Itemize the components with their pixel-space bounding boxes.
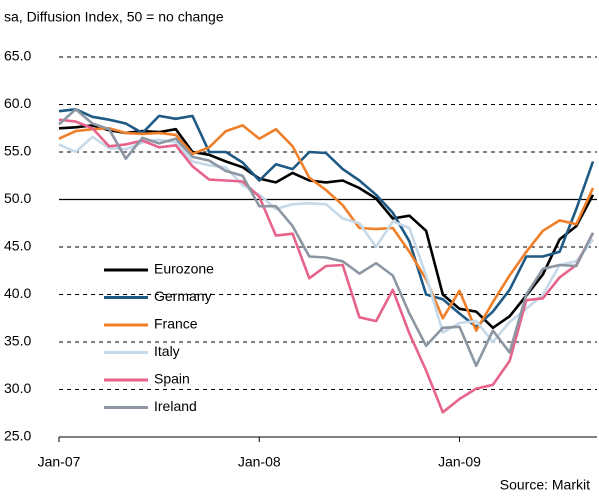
series-line: [58, 108, 595, 368]
y-tick-label: 60.0: [4, 95, 31, 111]
legend-label: Italy: [154, 343, 180, 359]
series-line: [58, 118, 595, 414]
y-tick-label: 35.0: [4, 333, 31, 349]
x-tick-label: Jan-09: [438, 454, 481, 470]
y-tick-label: 50.0: [4, 190, 31, 206]
y-tick-label: 65.0: [4, 48, 31, 64]
series-line: [58, 108, 595, 329]
series-line: [58, 124, 595, 330]
y-tick-label: 45.0: [4, 238, 31, 254]
series-line: [58, 124, 595, 332]
y-tick-label: 40.0: [4, 285, 31, 301]
legend-label: Germany: [154, 288, 212, 304]
y-tick-label: 30.0: [4, 380, 31, 396]
legend-label: Ireland: [154, 398, 197, 414]
legend-label: Spain: [154, 371, 190, 387]
y-tick-label: 55.0: [4, 143, 31, 159]
legend-label: France: [154, 316, 198, 332]
x-tick-label: Jan-08: [238, 454, 281, 470]
chart-subtitle: sa, Diffusion Index, 50 = no change: [4, 9, 224, 25]
x-tick-label: Jan-07: [38, 454, 81, 470]
source-note: Source: Markit: [500, 477, 590, 493]
legend-label: Eurozone: [154, 261, 214, 277]
y-tick-label: 25.0: [4, 428, 31, 444]
